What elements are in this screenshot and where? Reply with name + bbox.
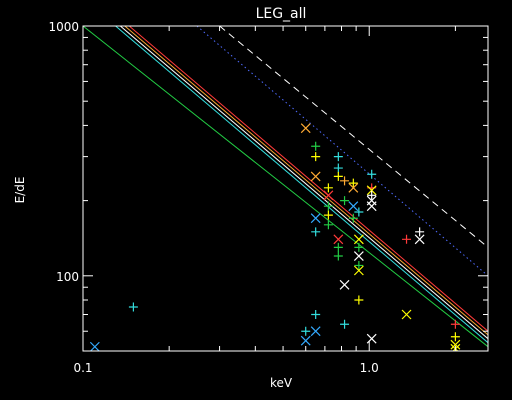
x-axis-label: keV (270, 376, 293, 390)
cross-marker-5 (310, 171, 321, 182)
plus-marker-24 (340, 196, 350, 206)
plus-marker-23 (340, 176, 350, 186)
y-tick-label-0: 100 (56, 270, 79, 284)
plus-marker-21 (333, 242, 343, 252)
plus-marker-26 (340, 319, 350, 329)
plus-marker-18 (333, 163, 343, 173)
y-tick-label-1: 1000 (48, 20, 79, 34)
plus-marker-38 (367, 169, 377, 179)
cross-marker-40 (366, 185, 377, 196)
plus-marker-50 (450, 332, 460, 342)
plus-marker-30 (348, 213, 358, 223)
plus-marker-17 (333, 152, 343, 162)
plus-marker-19 (333, 171, 343, 181)
plus-marker-16 (323, 220, 333, 230)
cross-marker-29 (348, 201, 359, 212)
cross-marker-51 (450, 339, 461, 350)
plus-marker-7 (311, 227, 321, 237)
plus-marker-33 (354, 242, 364, 252)
plus-marker-45 (402, 234, 412, 244)
plus-marker-27 (348, 178, 358, 188)
cross-marker-28 (348, 182, 359, 193)
plus-marker-3 (311, 141, 321, 151)
cross-marker-34 (353, 251, 364, 261)
cross-marker-44 (366, 333, 377, 344)
plot-content (83, 26, 488, 351)
plus-marker-37 (354, 295, 364, 305)
cross-marker-9 (300, 335, 311, 346)
trend-line-dotted-1 (196, 26, 488, 277)
cross-marker-0 (89, 341, 100, 351)
plus-marker-31 (354, 207, 364, 217)
cross-marker-25 (339, 279, 350, 290)
x-tick-label-0: 0.1 (73, 361, 92, 375)
plot-frame (82, 25, 489, 352)
plus-marker-12 (323, 183, 333, 193)
cross-marker-2 (300, 123, 311, 134)
plus-marker-22 (333, 251, 343, 261)
plus-marker-8 (301, 326, 311, 336)
y-axis-label: E/dE (13, 177, 27, 204)
cross-marker-43 (366, 201, 377, 212)
trend-line-solid-2 (128, 26, 488, 332)
plus-marker-49 (450, 319, 460, 329)
trend-line-solid-6 (83, 26, 488, 348)
trend-line-dashed-0 (219, 26, 488, 248)
trend-line-solid-5 (115, 26, 488, 344)
cross-marker-48 (414, 234, 425, 245)
plus-marker-15 (323, 210, 333, 220)
cross-marker-36 (353, 265, 364, 276)
cross-marker-20 (333, 234, 344, 245)
plus-marker-1 (128, 302, 138, 312)
plus-marker-14 (323, 201, 333, 211)
chart-title: LEG_all (256, 6, 307, 22)
plus-marker-4 (311, 152, 321, 162)
plus-marker-10 (311, 309, 321, 319)
axis-ticks (82, 25, 488, 352)
plus-marker-47 (415, 227, 425, 237)
x-tick-label-1: 1.0 (360, 361, 379, 375)
cross-marker-11 (310, 326, 321, 337)
plus-marker-35 (354, 260, 364, 270)
trend-line-solid-3 (124, 26, 488, 336)
plus-marker-41 (367, 190, 377, 200)
cross-marker-32 (353, 234, 364, 245)
trend-line-solid-4 (119, 26, 488, 340)
cross-marker-6 (310, 213, 321, 224)
cross-marker-46 (401, 309, 412, 320)
cross-marker-13 (323, 190, 334, 201)
